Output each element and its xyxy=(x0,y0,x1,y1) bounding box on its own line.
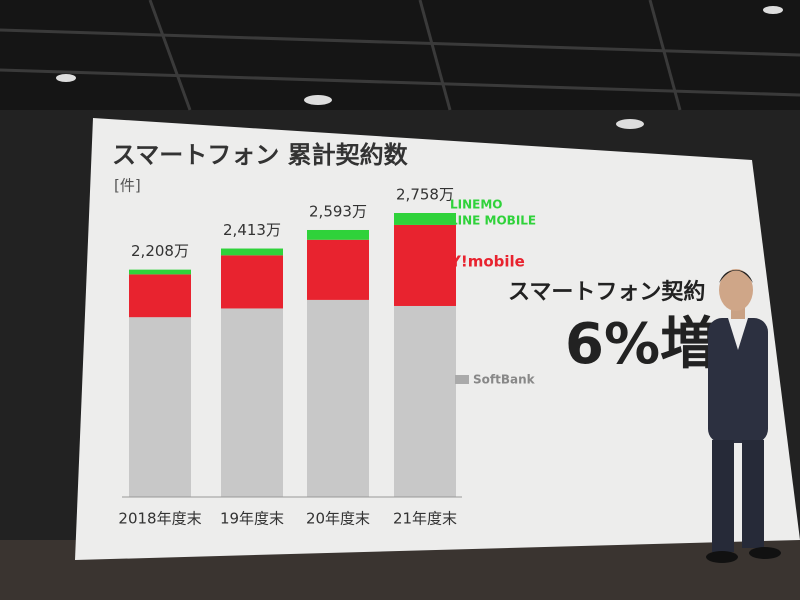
legend-label: LINEMO xyxy=(450,198,503,212)
chart: スマートフォン 累計契約数 [件] スマートフォン契約 6%増 2,208万 20… xyxy=(112,141,716,528)
total-label: 2,413万 xyxy=(223,221,281,239)
legend-sublabel: LINE MOBILE xyxy=(450,214,536,228)
bar-segment xyxy=(129,269,191,275)
total-label: 2,593万 xyxy=(309,202,367,220)
x-tick-label: 21年度末 xyxy=(393,510,457,528)
bar-segment xyxy=(129,317,191,497)
total-label: 2,208万 xyxy=(131,242,189,260)
ceiling-lights xyxy=(56,6,783,129)
bar-segment xyxy=(221,308,283,497)
annotation: スマートフォン契約 xyxy=(508,279,705,305)
bar-segment xyxy=(221,255,283,309)
total-label: 2,758万 xyxy=(396,186,454,204)
chart-title: スマートフォン 累計契約数 xyxy=(112,141,409,169)
ceiling xyxy=(0,0,800,110)
bar-segment xyxy=(307,229,369,240)
x-tick-label: 2018年度末 xyxy=(118,510,201,528)
legend-label: SoftBank xyxy=(473,373,536,387)
presenter xyxy=(706,269,781,563)
bar-segment xyxy=(394,213,456,225)
legend-icon xyxy=(455,375,469,384)
x-tick-label: 20年度末 xyxy=(306,510,370,528)
ceiling-truss xyxy=(0,0,800,111)
x-tick-label: 19年度末 xyxy=(220,510,284,528)
bar-segment xyxy=(307,239,369,300)
bar-segment xyxy=(307,299,369,497)
bar-segment xyxy=(129,274,191,318)
highlight: 6%増 xyxy=(565,312,716,377)
unit-label: [件] xyxy=(114,177,141,195)
legend-label: Y!mobile xyxy=(449,253,525,271)
bar-segment xyxy=(394,305,456,497)
bar-segment xyxy=(221,248,283,256)
bar-segment xyxy=(394,224,456,306)
